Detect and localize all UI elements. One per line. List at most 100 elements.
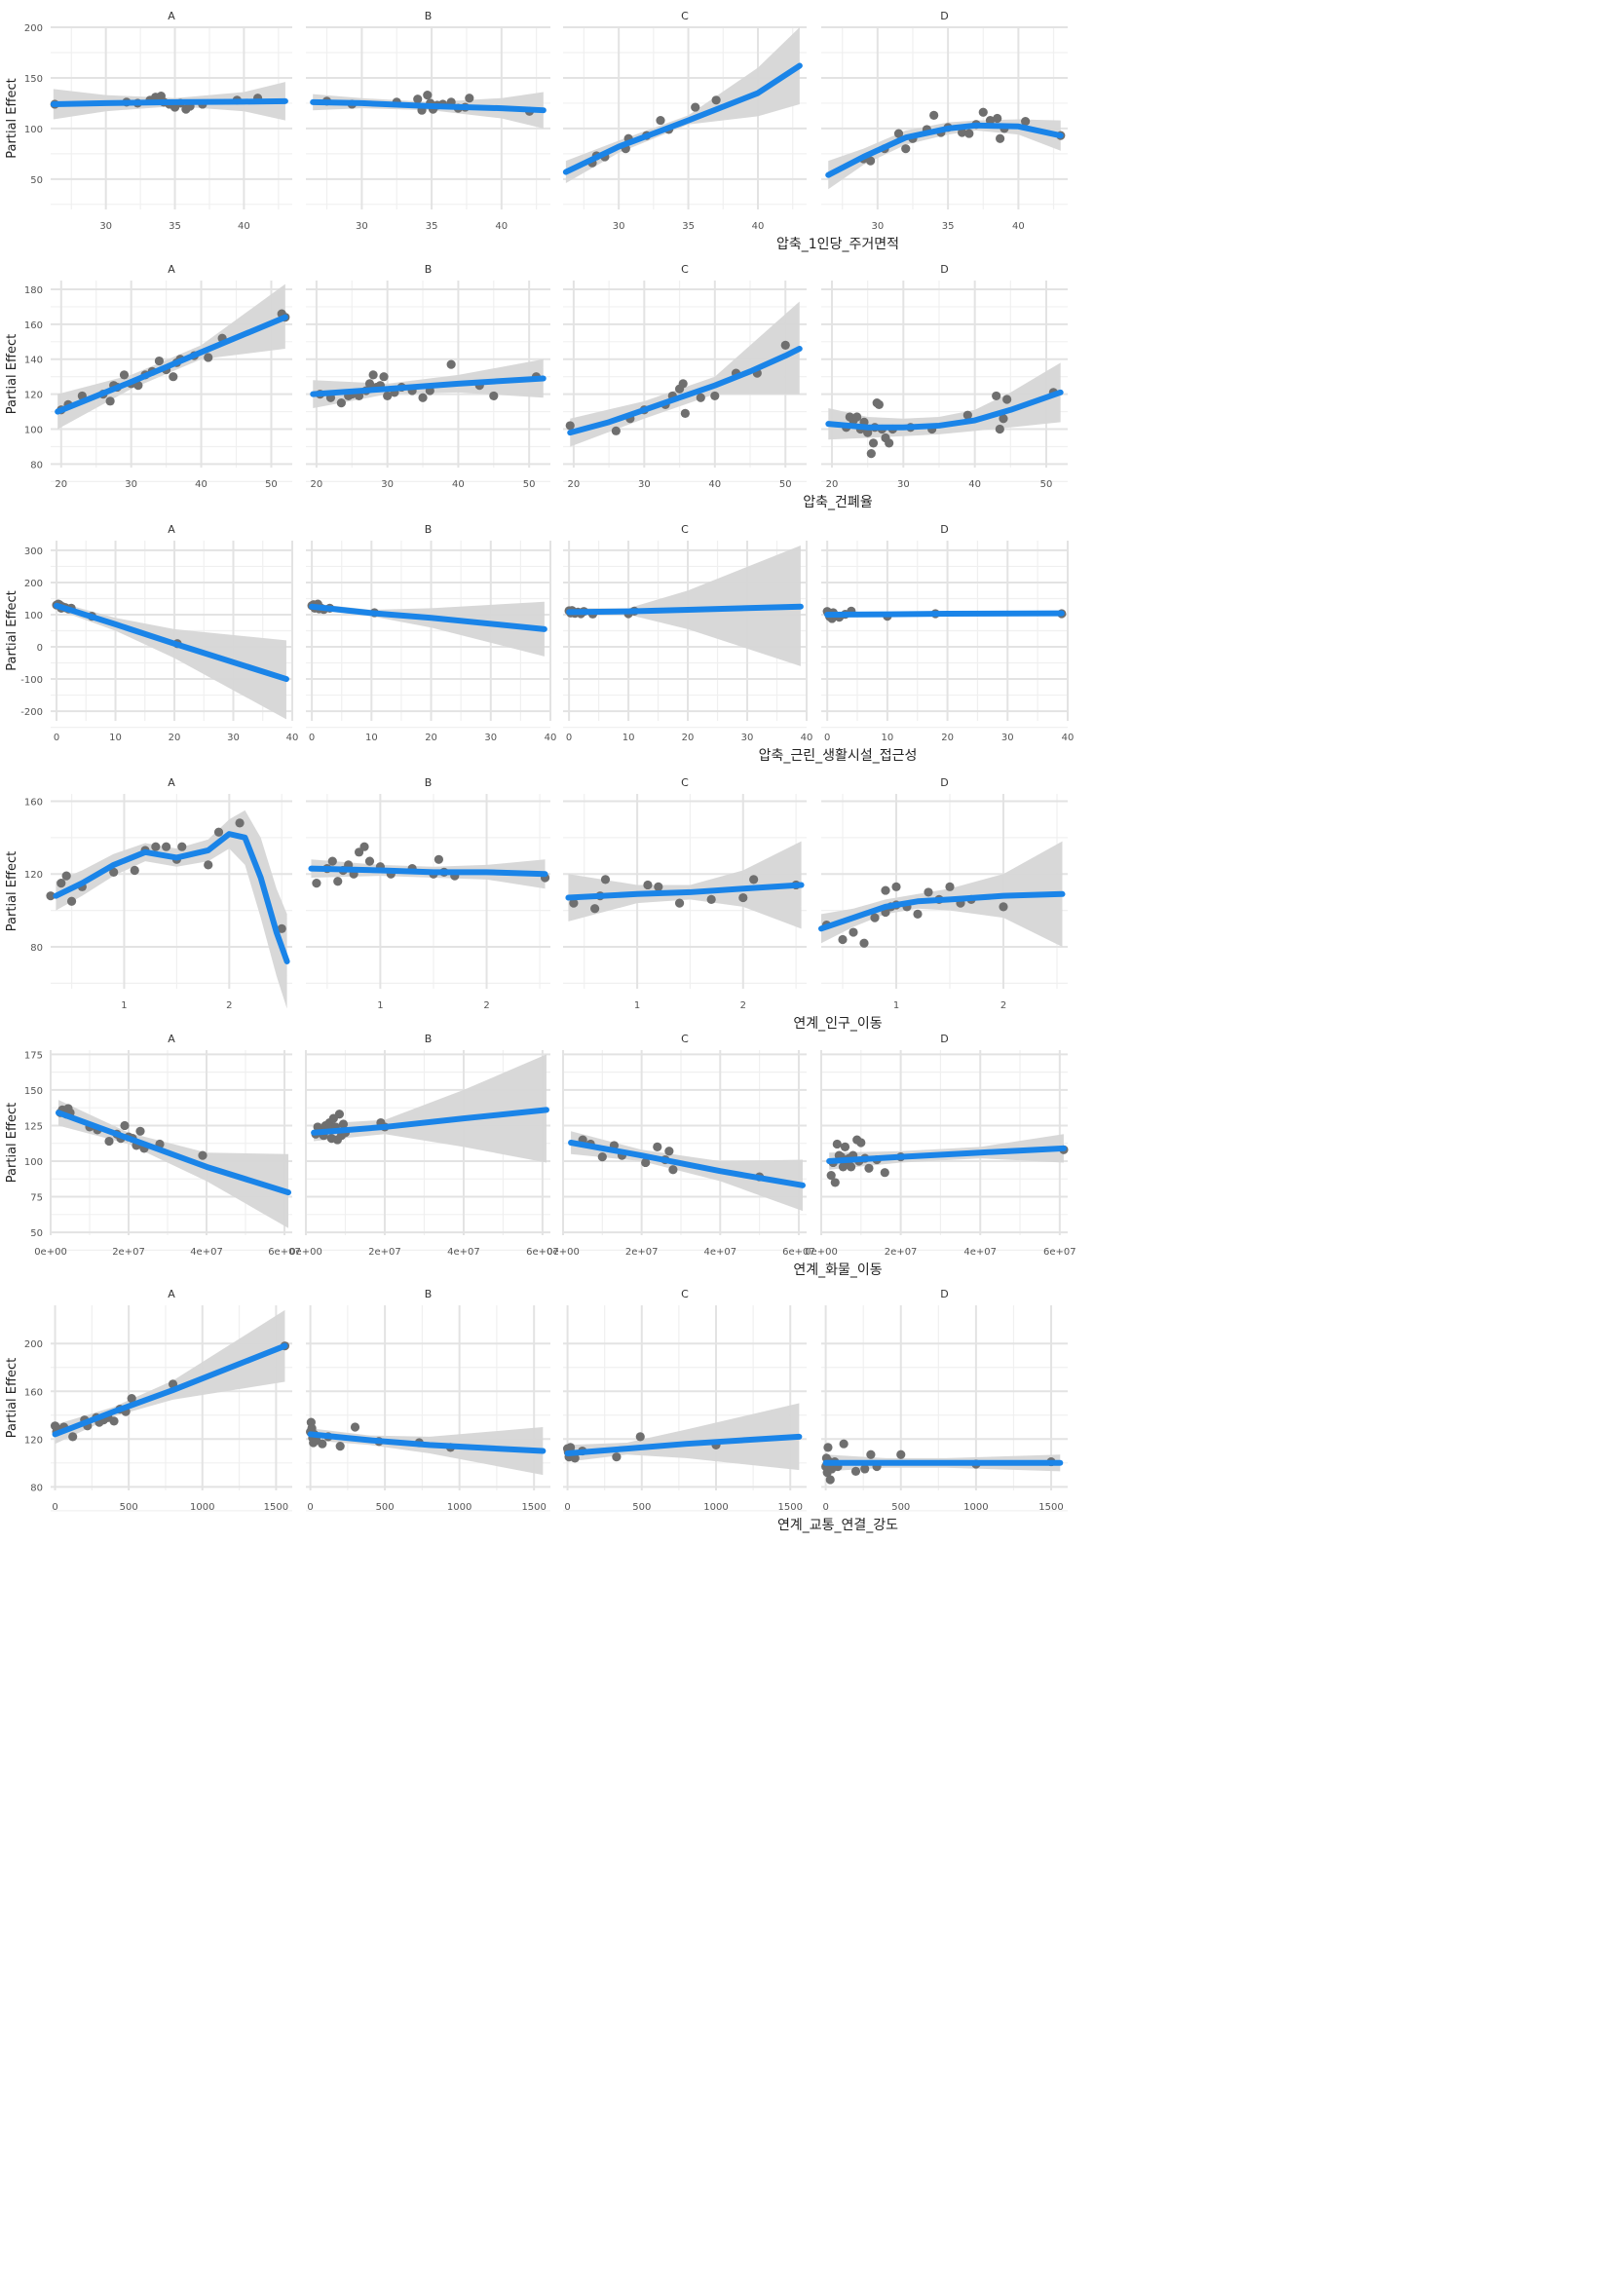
x-tick-label: 30 — [871, 221, 884, 232]
data-point — [204, 860, 213, 870]
data-point — [565, 421, 575, 431]
fit-line — [55, 314, 288, 415]
facet-row-2: Partial Effect A 20 30 40 50 80 100 120 140 160 180… — [5, 263, 1068, 510]
y-tick-label: -200 — [20, 707, 43, 718]
data-point — [924, 887, 933, 897]
x-tick-label: 500 — [120, 1502, 138, 1513]
y-tick-label: 200 — [24, 23, 43, 34]
x-tick-label: 2 — [483, 1000, 489, 1011]
data-point — [379, 372, 389, 382]
data-point — [213, 827, 224, 837]
fit-line — [565, 882, 805, 901]
panel-strip-label: A — [168, 263, 175, 276]
facet-panel-B: B 0 500 1000 1500 — [305, 1288, 550, 1513]
x-tick-label: 6e+07 — [1043, 1247, 1076, 1258]
panel-strip-label: B — [425, 523, 433, 536]
x-tick-label: 2e+07 — [368, 1247, 401, 1258]
x-tick-label: 10 — [365, 733, 378, 743]
data-point — [995, 424, 1004, 434]
x-axis-label: 압축_건폐율 — [803, 495, 873, 510]
x-tick-label: 0e+00 — [547, 1247, 580, 1258]
facet-panel-A: A 0 500 1000 1500 80 120 160 200 — [24, 1288, 292, 1513]
x-tick-label: 30 — [381, 479, 394, 490]
x-tick-label: 40 — [452, 479, 465, 490]
data-point — [364, 856, 375, 866]
data-point — [154, 356, 165, 366]
panel-strip-label: C — [681, 776, 689, 789]
x-axis-label: 압축_근린_생활시설_접근성 — [759, 748, 918, 764]
x-tick-label: 40 — [752, 221, 765, 232]
data-point — [653, 1142, 662, 1151]
y-tick-label: 100 — [24, 1157, 43, 1168]
x-tick-label: 6e+07 — [526, 1247, 559, 1258]
x-tick-label: 1 — [634, 1000, 640, 1011]
data-point — [600, 875, 611, 885]
x-tick-label: 30 — [484, 733, 497, 743]
data-point — [338, 1119, 349, 1129]
confidence-band — [821, 841, 1063, 948]
facet-panel-C: C 0 500 1000 1500 — [562, 1288, 807, 1513]
y-tick-label: 200 — [24, 1339, 43, 1350]
data-point — [336, 398, 346, 408]
fit-line — [567, 345, 803, 436]
data-point — [109, 1416, 119, 1426]
data-point — [838, 934, 848, 945]
x-tick-label: 2 — [740, 1000, 746, 1011]
data-point — [711, 95, 721, 105]
x-tick-label: 10 — [882, 733, 894, 743]
x-tick-label: 40 — [1062, 733, 1075, 743]
data-point — [66, 896, 77, 906]
panel-strip-label: D — [940, 10, 948, 22]
x-tick-label: 30 — [897, 479, 910, 490]
x-tick-label: 30 — [99, 221, 112, 232]
data-point — [127, 1394, 136, 1404]
y-tick-label: 160 — [24, 797, 43, 808]
x-tick-label: 20 — [826, 479, 839, 490]
data-point — [643, 880, 653, 890]
x-tick-label: 0 — [822, 1502, 828, 1513]
x-tick-label: 4e+07 — [447, 1247, 480, 1258]
panel-strip-label: A — [168, 10, 175, 22]
panel-background — [51, 27, 292, 209]
x-tick-label: 1500 — [521, 1502, 546, 1513]
fit-line — [308, 865, 548, 878]
facet-row-5: Partial Effect A 0e+00 2e+07 4e+07 6e+07 50 75 1… — [5, 1033, 1076, 1278]
data-point — [668, 1165, 678, 1175]
facet-panel-B: B 1 2 — [306, 776, 550, 1011]
fit-line — [50, 97, 288, 107]
panel-background — [821, 281, 1068, 468]
data-point — [120, 1120, 130, 1131]
y-axis-label: Partial Effect — [5, 590, 19, 670]
fit-line — [825, 389, 1064, 431]
x-tick-label: 30 — [227, 733, 240, 743]
panel-strip-label: D — [940, 1033, 948, 1045]
y-tick-label: 0 — [37, 643, 43, 654]
confidence-band — [56, 809, 287, 1009]
data-point — [832, 1139, 842, 1149]
facet-panel-B: B 30 35 40 — [306, 10, 550, 232]
confidence-band — [57, 283, 285, 430]
x-tick-label: 30 — [125, 479, 137, 490]
data-point — [654, 882, 663, 891]
data-point — [368, 370, 378, 380]
data-point — [891, 882, 901, 891]
data-point — [823, 1443, 833, 1452]
x-tick-label: 40 — [195, 479, 207, 490]
x-tick-label: 20 — [55, 479, 67, 490]
y-tick-label: 160 — [24, 320, 43, 331]
facet-panel-C: C 1 2 — [563, 776, 807, 1011]
x-tick-label: 1000 — [447, 1502, 472, 1513]
fit-line — [568, 1140, 806, 1188]
x-tick-label: 30 — [741, 733, 754, 743]
panel-strip-label: B — [425, 10, 433, 22]
facet-panel-C: C 0e+00 2e+07 4e+07 6e+07 — [547, 1033, 815, 1258]
confidence-band — [569, 545, 801, 666]
data-point — [885, 438, 894, 448]
data-point — [61, 871, 71, 881]
x-tick-label: 0 — [824, 733, 830, 743]
facet-panel-A: A 0 10 20 30 40 -200 -100 0 100 200 300 — [20, 523, 298, 743]
x-tick-label: 20 — [311, 479, 323, 490]
x-tick-label: 1500 — [778, 1502, 803, 1513]
